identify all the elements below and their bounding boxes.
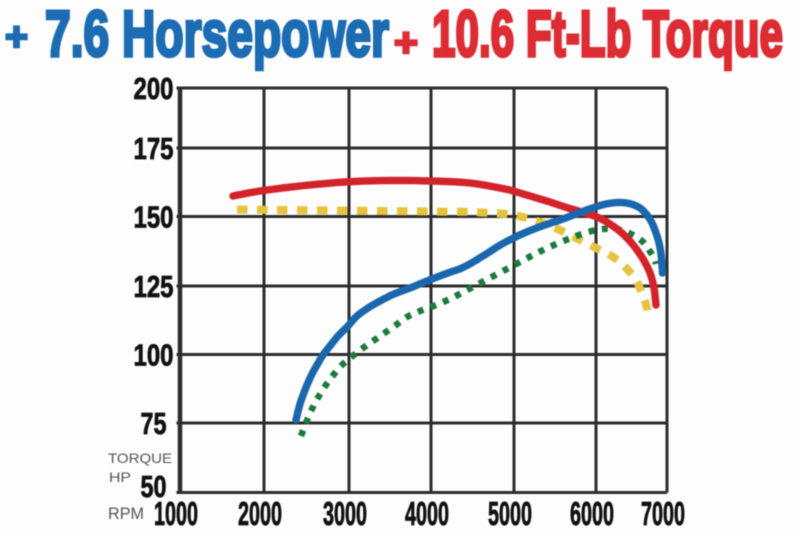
svg-text:175: 175 bbox=[134, 131, 174, 166]
svg-text:6000: 6000 bbox=[570, 495, 614, 532]
svg-text:HP: HP bbox=[109, 469, 131, 485]
svg-text:7000: 7000 bbox=[641, 495, 685, 532]
svg-text:2000: 2000 bbox=[238, 495, 282, 532]
svg-text:4000: 4000 bbox=[405, 495, 449, 532]
svg-text:+: + bbox=[394, 21, 418, 65]
svg-text:TORQUE: TORQUE bbox=[108, 450, 172, 466]
svg-text:10.6 Ft-Lb Torque: 10.6 Ft-Lb Torque bbox=[432, 0, 783, 70]
svg-text:150: 150 bbox=[134, 200, 174, 235]
svg-text:100: 100 bbox=[134, 338, 174, 373]
svg-text:+: + bbox=[5, 15, 28, 59]
svg-text:125: 125 bbox=[134, 269, 174, 304]
svg-text:75: 75 bbox=[141, 406, 167, 441]
svg-text:RPM: RPM bbox=[108, 505, 144, 523]
svg-text:1000: 1000 bbox=[154, 495, 198, 532]
svg-text:5000: 5000 bbox=[488, 495, 532, 532]
svg-text:3000: 3000 bbox=[323, 495, 367, 532]
svg-text:7.6 Horsepower: 7.6 Horsepower bbox=[45, 0, 389, 70]
svg-text:200: 200 bbox=[134, 71, 174, 106]
svg-text:50: 50 bbox=[141, 469, 167, 504]
